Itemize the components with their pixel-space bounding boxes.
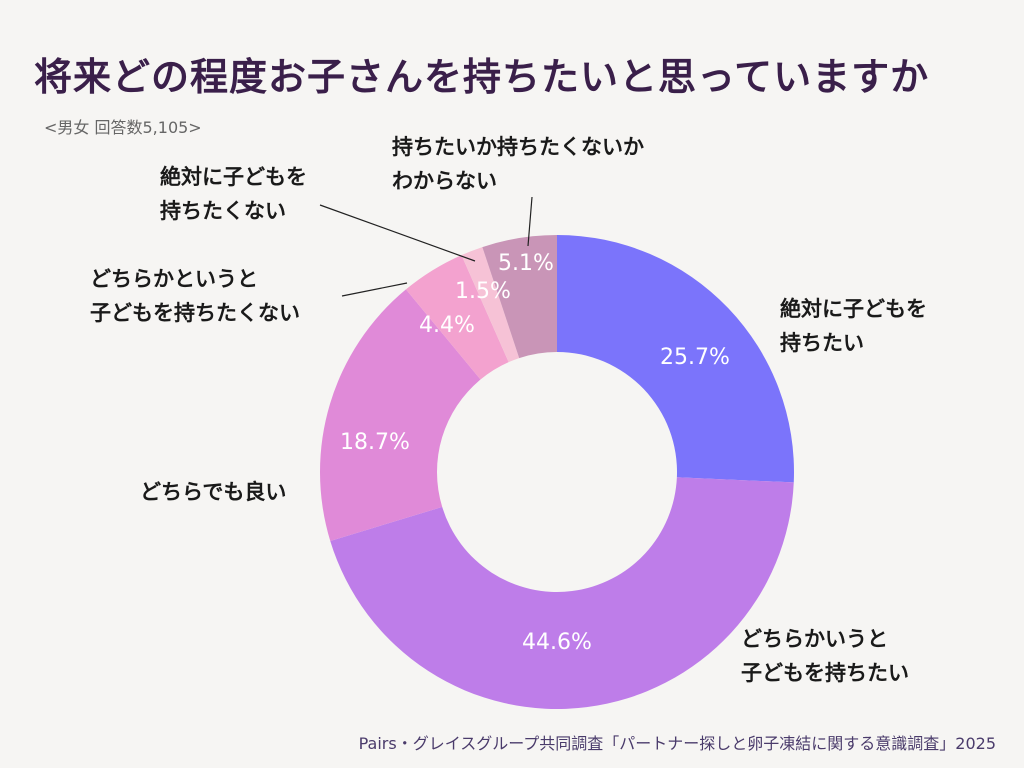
- legend-label-line: 絶対に子どもを: [780, 297, 927, 321]
- legend-label-rather-want: どちらかいうと 子どもを持ちたい: [741, 622, 909, 690]
- legend-label-unsure: 持ちたいか持ちたくないか わからない: [392, 130, 644, 198]
- value-label-definitely-not-want: 1.5%: [455, 279, 511, 304]
- value-label-either-fine: 18.7%: [340, 430, 410, 455]
- legend-label-definitely-not-want: 絶対に子どもを 持ちたくない: [160, 160, 307, 228]
- value-label-definitely-want: 25.7%: [660, 345, 730, 370]
- legend-label-line: どちらでも良い: [140, 480, 287, 504]
- legend-label-line: 持ちたい: [780, 331, 864, 355]
- slice-definitely-not-want: [461, 247, 520, 363]
- slice-unsure: [482, 235, 557, 359]
- legend-label-rather-not-want: どちらかというと 子どもを持ちたくない: [90, 262, 300, 330]
- legend-label-line: 子どもを持ちたくない: [90, 301, 300, 325]
- legend-label-line: どちらかというと: [90, 267, 258, 291]
- source-footer: Pairs・グレイスグループ共同調査「パートナー探しと卵子凍結に関する意識調査」…: [358, 734, 996, 753]
- legend-label-line: 子どもを持ちたい: [741, 661, 909, 685]
- legend-label-line: わからない: [392, 169, 497, 193]
- slice-either-fine: [320, 289, 481, 541]
- leader-line-unsure: [527, 196, 533, 247]
- legend-label-line: 持ちたくない: [160, 199, 286, 223]
- leader-line-rather-not-want: [341, 282, 408, 297]
- chart-subtitle: <男女 回答数5,105>: [44, 118, 202, 137]
- slice-rather-not-want: [405, 255, 509, 380]
- slice-rather-want: [330, 477, 794, 710]
- legend-label-line: どちらかいうと: [741, 627, 888, 651]
- leader-line-definitely-not-want: [319, 204, 476, 262]
- legend-label-either-fine: どちらでも良い: [140, 475, 286, 509]
- legend-label-line: 絶対に子どもを: [160, 165, 307, 189]
- value-label-rather-not-want: 4.4%: [419, 313, 475, 338]
- value-label-rather-want: 44.6%: [522, 630, 592, 655]
- chart-title: 将来どの程度お子さんを持ちたいと思っていますか: [34, 55, 930, 99]
- slice-definitely-want: [557, 235, 794, 483]
- legend-label-definitely-want: 絶対に子どもを 持ちたい: [780, 292, 927, 360]
- legend-label-line: 持ちたいか持ちたくないか: [392, 135, 644, 159]
- value-label-unsure: 5.1%: [498, 251, 554, 276]
